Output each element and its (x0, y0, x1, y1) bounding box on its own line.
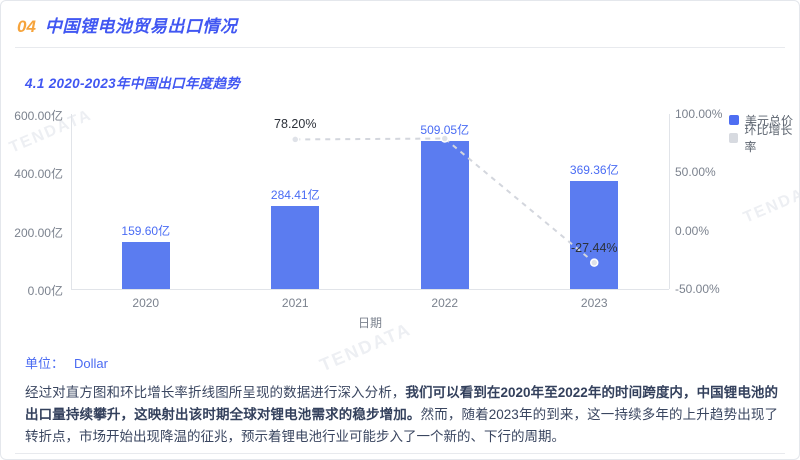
bar-2020[interactable] (121, 242, 170, 289)
legend-swatch (729, 115, 739, 125)
x-axis-label: 2020 (132, 296, 160, 310)
legend-item-bar-series[interactable]: 美元总价 (729, 111, 799, 129)
left-axis-tick: 200.00亿 (14, 225, 63, 240)
bar-value-label: 509.05亿 (420, 122, 470, 137)
chart-legend: 美元总价 环比增长率 (729, 111, 799, 154)
left-axis-tick: 0.00亿 (27, 284, 63, 298)
x-axis-label: 2022 (431, 296, 459, 310)
right-axis-tick: -50.00% (675, 282, 720, 296)
page-title: 04 中国锂电池贸易出口情况 (17, 12, 237, 37)
legend-label: 美元总价 (745, 113, 794, 128)
export-trend-chart: 美元总价 环比增长率 600.00亿 400.00亿 200.00亿 0.00亿 100.… (1, 99, 799, 334)
unit-label: 单位： Dollar (25, 353, 108, 372)
x-axis-name: 日期 (357, 316, 382, 330)
right-axis-tick: 100.00% (675, 107, 723, 121)
growth-point-2022[interactable] (440, 134, 449, 143)
bar-value-label: 284.41亿 (270, 188, 320, 203)
left-axis-tick: 600.00亿 (14, 109, 63, 123)
bar-2023[interactable] (570, 181, 619, 289)
footer-divider (15, 453, 785, 454)
bar-value-label: 369.36亿 (569, 163, 619, 178)
bar-2021[interactable] (271, 206, 320, 289)
analysis-part3: 然而，随着2023年的到来，这一持续多年的上升趋势出现了转折点，市场开始出现降温… (25, 407, 778, 444)
x-axis-line (71, 289, 669, 290)
left-axis-tick: 400.00亿 (14, 167, 63, 182)
x-axis-label: 2021 (281, 296, 309, 310)
section-number: 04 (17, 17, 36, 36)
header-divider (15, 47, 785, 48)
y-axis-left-line (71, 114, 72, 289)
right-axis-tick: 0.00% (675, 223, 710, 238)
chart-section-title: 4.1 2020-2023年中国出口年度趋势 (25, 76, 241, 91)
x-axis-label: 2023 (580, 296, 608, 310)
growth-line (291, 134, 599, 267)
unit-prefix: 单位： (25, 356, 65, 371)
bar-value-label: 159.60亿 (121, 224, 171, 239)
unit-value: Dollar (74, 356, 108, 371)
growth-point-2021[interactable] (291, 135, 300, 144)
y-axis-right-line (669, 114, 670, 289)
page-title-text: 中国锂电池贸易出口情况 (44, 17, 238, 36)
right-axis-tick: 50.00% (675, 165, 716, 180)
bar-2022[interactable] (420, 140, 469, 289)
growth-rate-label: 78.20% (274, 117, 317, 132)
legend-item-line-series[interactable]: 环比增长率 (729, 123, 799, 154)
analysis-part1: 经过对直方图和环比增长率折线图所呈现的数据进行深入分析， (25, 385, 406, 400)
growth-point-2023[interactable] (590, 258, 599, 267)
legend-label: 环比增长率 (744, 123, 793, 154)
legend-swatch (729, 133, 739, 143)
analysis-paragraph: 经过对直方图和环比增长率折线图所呈现的数据进行深入分析，我们可以看到在2020年… (25, 382, 778, 448)
analysis-part2: 我们可以看到在2020年至2022年的时间跨度内，中国锂电池的出口量持续攀升，这… (25, 385, 778, 422)
growth-rate-label: -27.44% (570, 240, 618, 255)
